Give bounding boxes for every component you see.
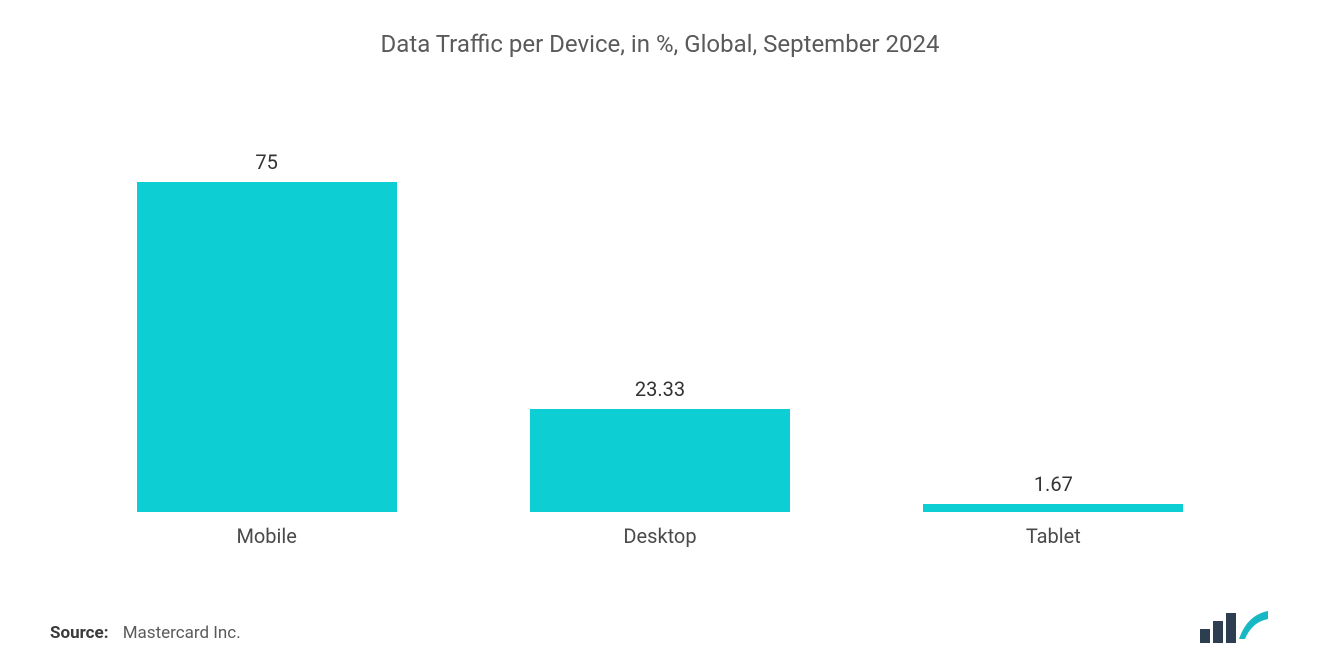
source-label: Source: — [50, 623, 108, 643]
bar — [923, 504, 1183, 512]
bar-group-desktop: 23.33 Desktop — [483, 377, 837, 548]
bar-group-mobile: 75 Mobile — [90, 150, 444, 548]
brand-logo-icon — [1200, 609, 1270, 643]
chart-area: 75 Mobile 23.33 Desktop 1.67 Tablet — [50, 148, 1270, 548]
bar-value: 1.67 — [1034, 472, 1073, 496]
bar-label: Mobile — [236, 524, 296, 548]
chart-title: Data Traffic per Device, in %, Global, S… — [50, 30, 1270, 58]
bar-label: Tablet — [1026, 524, 1081, 548]
bar-value: 23.33 — [635, 377, 685, 401]
bar-group-tablet: 1.67 Tablet — [876, 472, 1230, 548]
bar — [137, 182, 397, 512]
source-line: Source: Mastercard Inc. — [50, 623, 241, 643]
bar-value: 75 — [255, 150, 277, 174]
bar-label: Desktop — [623, 524, 696, 548]
source-text: Mastercard Inc. — [123, 623, 241, 643]
bar — [530, 409, 790, 512]
footer: Source: Mastercard Inc. — [50, 609, 1270, 643]
